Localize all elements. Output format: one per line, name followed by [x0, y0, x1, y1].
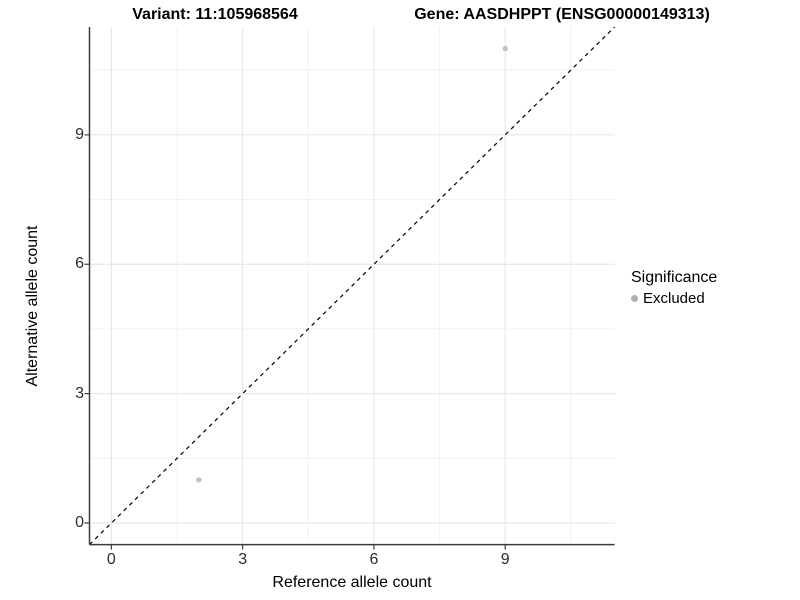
plot-title-gene: Gene: AASDHPPT (ENSG00000149313)	[414, 6, 710, 23]
data-point	[196, 477, 202, 483]
legend: Significance Excluded	[631, 269, 717, 307]
x-tick-label: 9	[500, 551, 510, 568]
x-tick-label: 3	[238, 551, 248, 568]
excluded-point-icon	[631, 295, 638, 302]
identity-line	[89, 26, 616, 546]
legend-item-label: Excluded	[643, 290, 705, 307]
x-tick-label: 6	[369, 551, 379, 568]
y-axis-label: Alternative allele count	[24, 225, 41, 387]
y-tick-label: 3	[75, 384, 84, 402]
legend-item-excluded: Excluded	[631, 290, 717, 307]
legend-title: Significance	[631, 269, 718, 286]
y-tick-label: 9	[75, 125, 84, 143]
y-tick-label: 6	[75, 255, 84, 273]
x-axis-label: Reference allele count	[272, 574, 432, 591]
data-point	[502, 45, 508, 52]
x-tick-label: 0	[106, 551, 116, 568]
plot-title-variant: Variant: 11:105968564	[132, 6, 298, 23]
y-tick-label: 0	[75, 514, 84, 532]
